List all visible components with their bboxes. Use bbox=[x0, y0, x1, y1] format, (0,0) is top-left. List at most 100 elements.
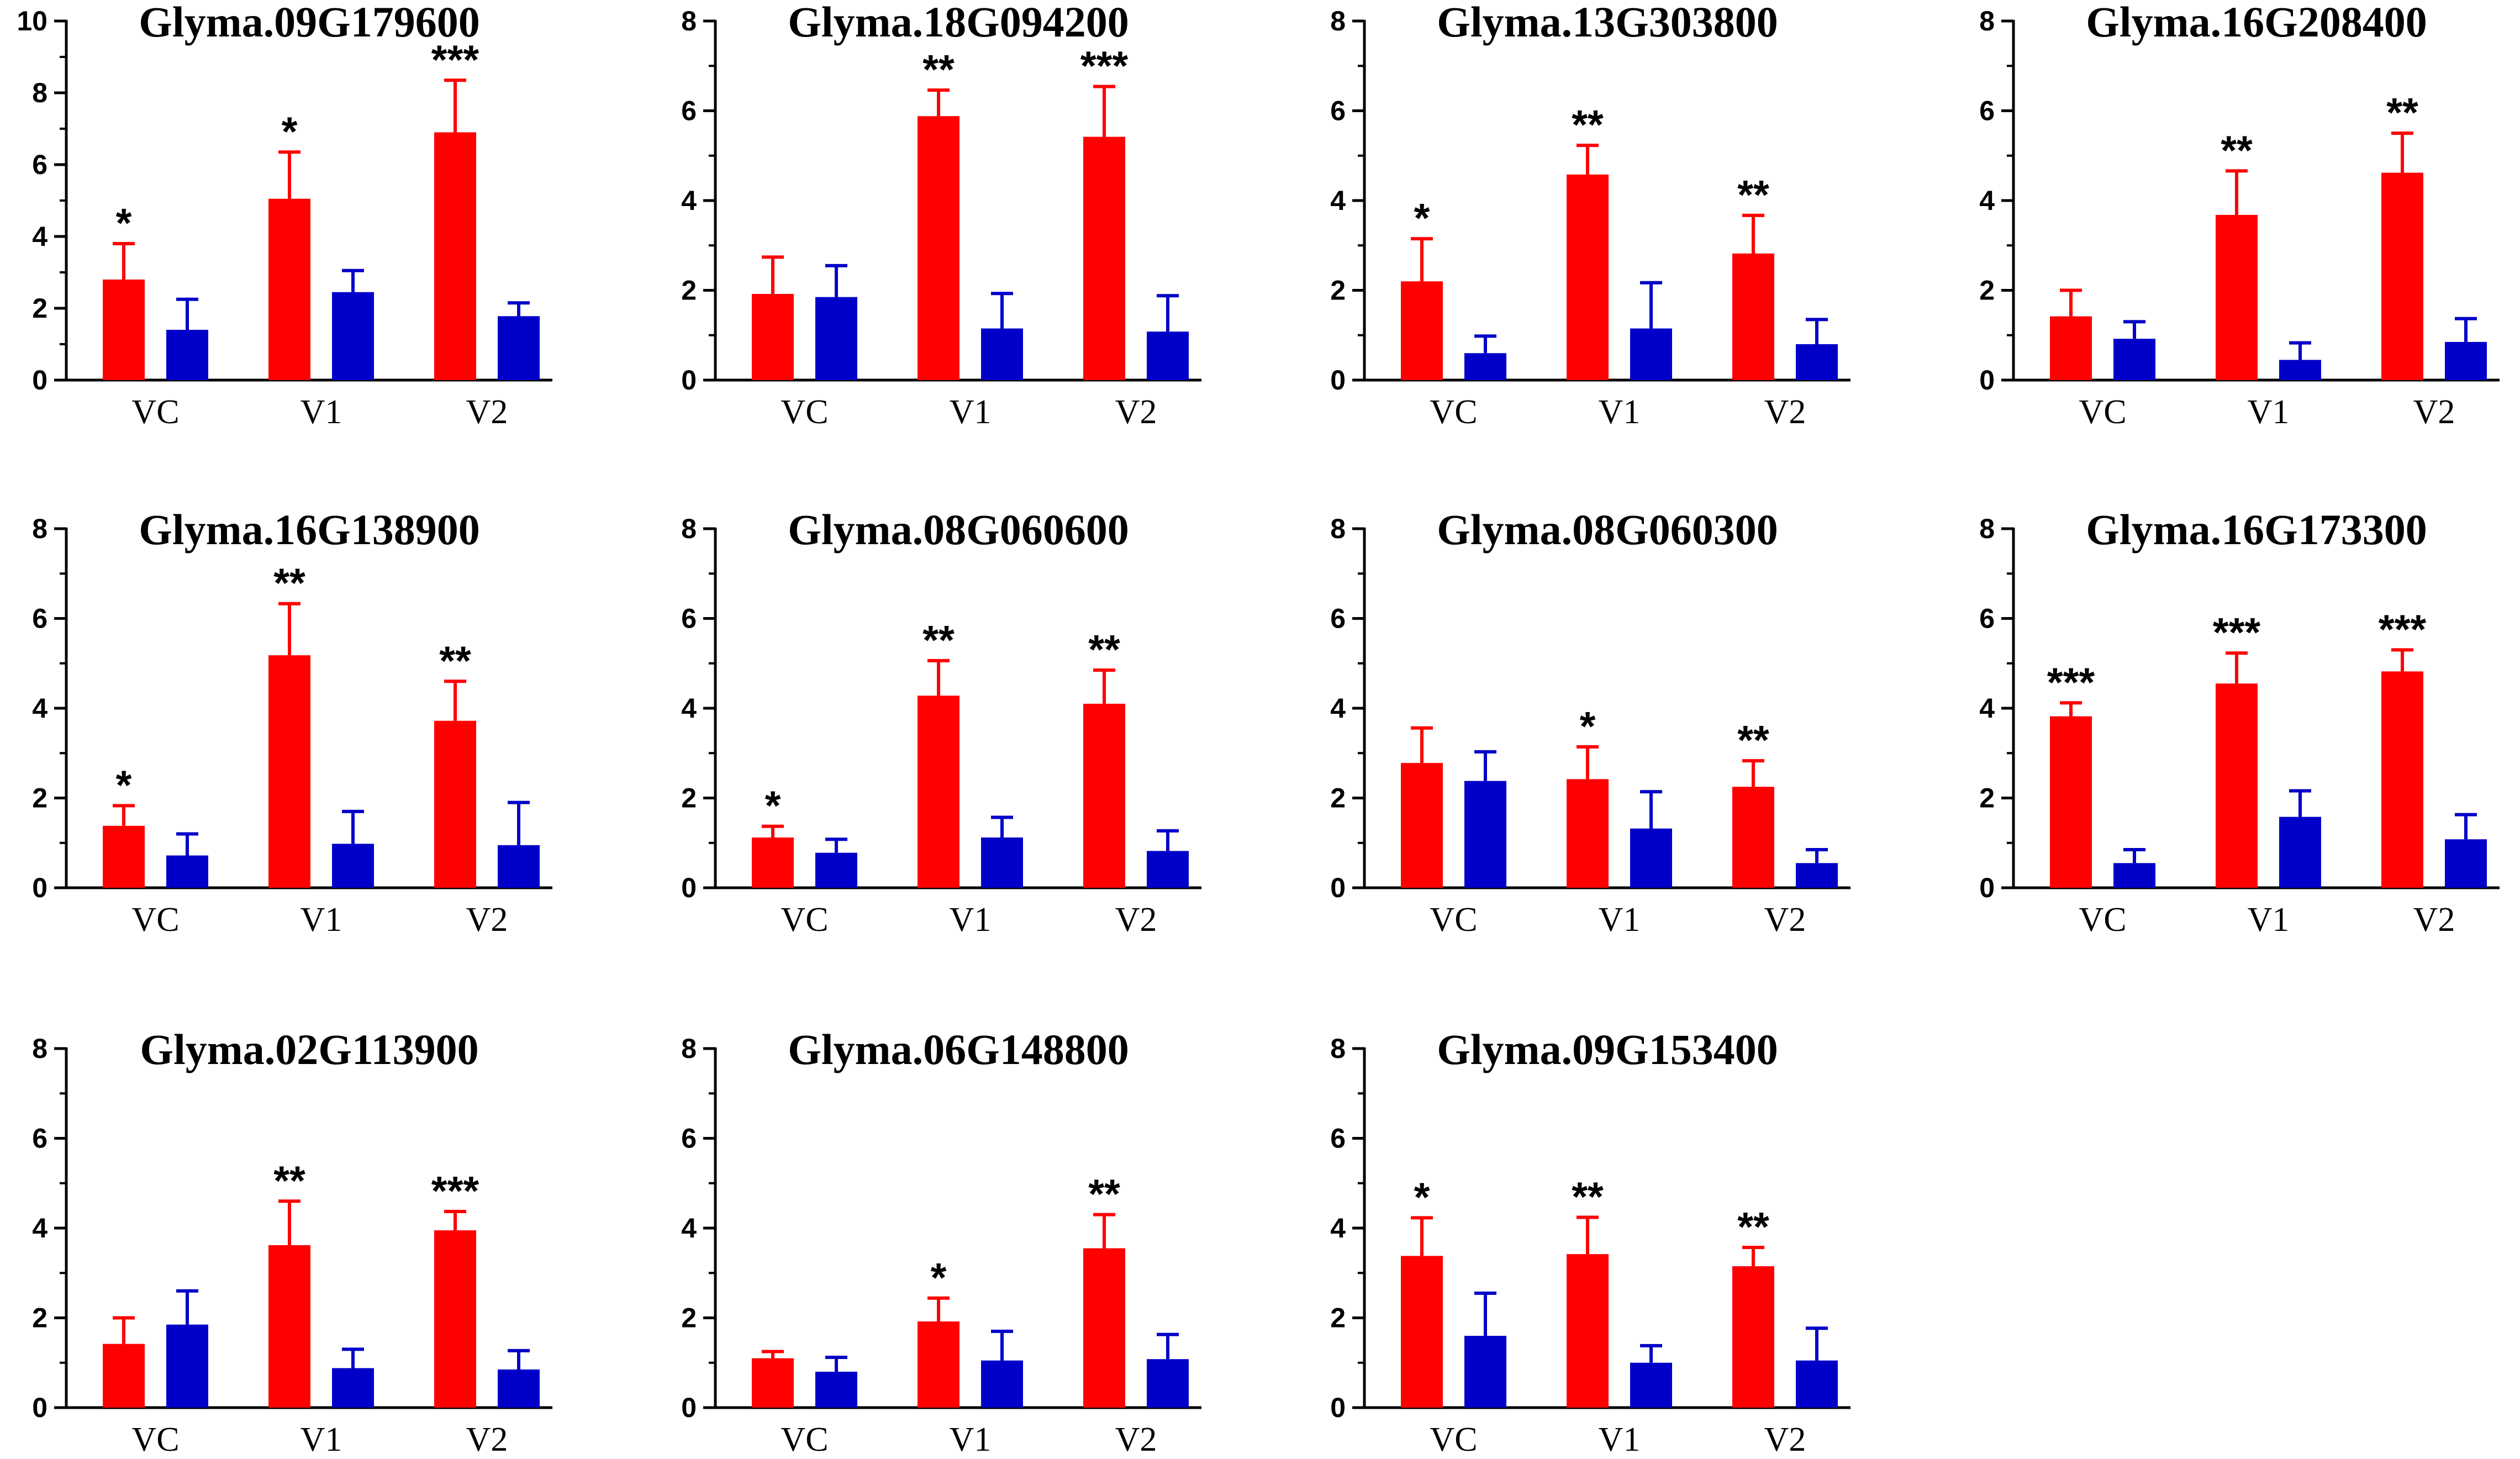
x-tick-label: V2 bbox=[466, 1421, 508, 1458]
y-tick-label: 2 bbox=[32, 783, 48, 814]
x-tick-label: VC bbox=[131, 393, 179, 431]
significance-marker: * bbox=[1580, 703, 1596, 749]
bar-blue-vc bbox=[1464, 781, 1506, 888]
y-tick-label: 4 bbox=[681, 1213, 697, 1244]
bar-blue-v2 bbox=[1796, 344, 1838, 380]
chart-panel: Glyma.18G094200 0 2 4 6 8 VC ** V1 *** V2 bbox=[681, 0, 1201, 431]
y-tick-label: 8 bbox=[32, 1033, 48, 1064]
bar-blue-v2 bbox=[1147, 331, 1189, 380]
bar-blue-v1 bbox=[2279, 817, 2321, 888]
significance-marker: * bbox=[765, 783, 781, 829]
x-tick-label: V1 bbox=[950, 1421, 992, 1458]
significance-marker: *** bbox=[431, 1168, 479, 1214]
y-tick-label: 2 bbox=[1979, 275, 1995, 306]
significance-marker: * bbox=[116, 762, 132, 808]
y-tick-label: 2 bbox=[1979, 783, 1995, 814]
bar-blue-vc bbox=[166, 855, 208, 888]
x-tick-label: V2 bbox=[2413, 393, 2455, 431]
chart-title: Glyma.16G173300 bbox=[2086, 505, 2427, 554]
bar-red-v2 bbox=[434, 720, 476, 888]
bar-blue-v2 bbox=[1796, 863, 1838, 888]
bar-blue-v2 bbox=[498, 316, 540, 380]
bar-red-v1 bbox=[1567, 1254, 1609, 1408]
bar-red-vc bbox=[1401, 763, 1443, 888]
y-tick-label: 2 bbox=[1330, 275, 1346, 306]
y-tick-label: 8 bbox=[681, 513, 697, 544]
bar-red-v2 bbox=[1732, 787, 1774, 888]
y-tick-label: 8 bbox=[1330, 6, 1346, 36]
x-tick-label: V1 bbox=[300, 1421, 342, 1458]
x-tick-label: VC bbox=[781, 1421, 828, 1458]
bar-red-vc bbox=[752, 1358, 794, 1408]
x-tick-label: V2 bbox=[1115, 901, 1157, 939]
y-tick-label: 8 bbox=[1330, 1033, 1346, 1064]
significance-marker: *** bbox=[2047, 659, 2095, 705]
x-tick-label: V1 bbox=[300, 393, 342, 431]
x-tick-label: V1 bbox=[950, 393, 992, 431]
y-tick-label: 4 bbox=[1330, 1213, 1346, 1244]
y-tick-label: 6 bbox=[32, 149, 48, 180]
bar-red-v2 bbox=[2381, 671, 2423, 888]
bar-red-v2 bbox=[1083, 1248, 1125, 1408]
y-tick-label: 6 bbox=[32, 603, 48, 634]
chart-title: Glyma.02G113900 bbox=[140, 1025, 478, 1073]
y-tick-label: 4 bbox=[1979, 693, 1995, 724]
x-tick-label: V2 bbox=[466, 393, 508, 431]
bar-blue-v1 bbox=[981, 328, 1023, 380]
bar-blue-vc bbox=[815, 297, 857, 380]
significance-marker: *** bbox=[431, 36, 479, 82]
significance-marker: *** bbox=[2379, 606, 2427, 652]
chart-panel: Glyma.09G179600 0 2 4 6 8 10 * VC * V1 *** V2 bbox=[17, 0, 552, 431]
bar-blue-vc bbox=[2113, 863, 2155, 888]
bar-blue-vc bbox=[1464, 1336, 1506, 1408]
significance-marker: ** bbox=[2386, 89, 2418, 135]
y-tick-label: 0 bbox=[681, 872, 697, 903]
y-tick-label: 0 bbox=[681, 365, 697, 396]
chart-title: Glyma.16G138900 bbox=[139, 505, 480, 554]
y-tick-label: 6 bbox=[1979, 96, 1995, 127]
y-tick-label: 0 bbox=[1330, 1392, 1346, 1423]
bar-red-vc bbox=[1401, 281, 1443, 380]
y-tick-label: 0 bbox=[1330, 365, 1346, 396]
x-tick-label: VC bbox=[781, 901, 828, 939]
bar-red-v1 bbox=[268, 1245, 310, 1408]
significance-marker: * bbox=[116, 200, 132, 246]
x-tick-label: VC bbox=[2079, 393, 2126, 431]
bar-blue-v2 bbox=[1796, 1360, 1838, 1408]
bar-red-v1 bbox=[268, 198, 310, 380]
bar-red-v2 bbox=[1732, 1266, 1774, 1408]
x-tick-label: VC bbox=[1430, 1421, 1477, 1458]
y-tick-label: 4 bbox=[1330, 185, 1346, 216]
y-tick-label: 6 bbox=[1330, 96, 1346, 127]
chart-panel: Glyma.08G060300 0 2 4 6 8 VC * V1 ** V2 bbox=[1330, 505, 1851, 939]
significance-marker: ** bbox=[273, 560, 305, 606]
y-tick-label: 4 bbox=[681, 185, 697, 216]
x-tick-label: V2 bbox=[1115, 393, 1157, 431]
bar-blue-v1 bbox=[332, 1368, 374, 1408]
y-tick-label: 4 bbox=[32, 693, 48, 724]
y-tick-label: 8 bbox=[681, 6, 697, 36]
bar-red-vc bbox=[2050, 316, 2092, 380]
bar-blue-v2 bbox=[2445, 839, 2487, 888]
chart-title: Glyma.09G179600 bbox=[139, 0, 480, 46]
x-tick-label: VC bbox=[1430, 901, 1477, 939]
chart-panel: Glyma.08G060600 0 2 4 6 8 * VC ** V1 ** V2 bbox=[681, 505, 1201, 939]
y-tick-label: 8 bbox=[1979, 513, 1995, 544]
bar-blue-v2 bbox=[498, 1369, 540, 1408]
y-tick-label: 6 bbox=[681, 603, 697, 634]
significance-marker: * bbox=[1414, 195, 1430, 241]
significance-marker: ** bbox=[1088, 1171, 1120, 1217]
x-tick-label: VC bbox=[131, 1421, 179, 1458]
significance-marker: ** bbox=[1737, 717, 1769, 763]
bar-red-vc bbox=[2050, 716, 2092, 888]
bar-blue-v1 bbox=[332, 292, 374, 380]
y-tick-label: 8 bbox=[32, 77, 48, 108]
y-tick-label: 0 bbox=[32, 365, 48, 396]
significance-marker: *** bbox=[1080, 43, 1129, 89]
y-tick-label: 0 bbox=[32, 1392, 48, 1423]
significance-marker: ** bbox=[1737, 172, 1769, 218]
y-tick-label: 0 bbox=[681, 1392, 697, 1423]
y-tick-label: 2 bbox=[32, 1303, 48, 1334]
bar-red-v1 bbox=[268, 655, 310, 888]
